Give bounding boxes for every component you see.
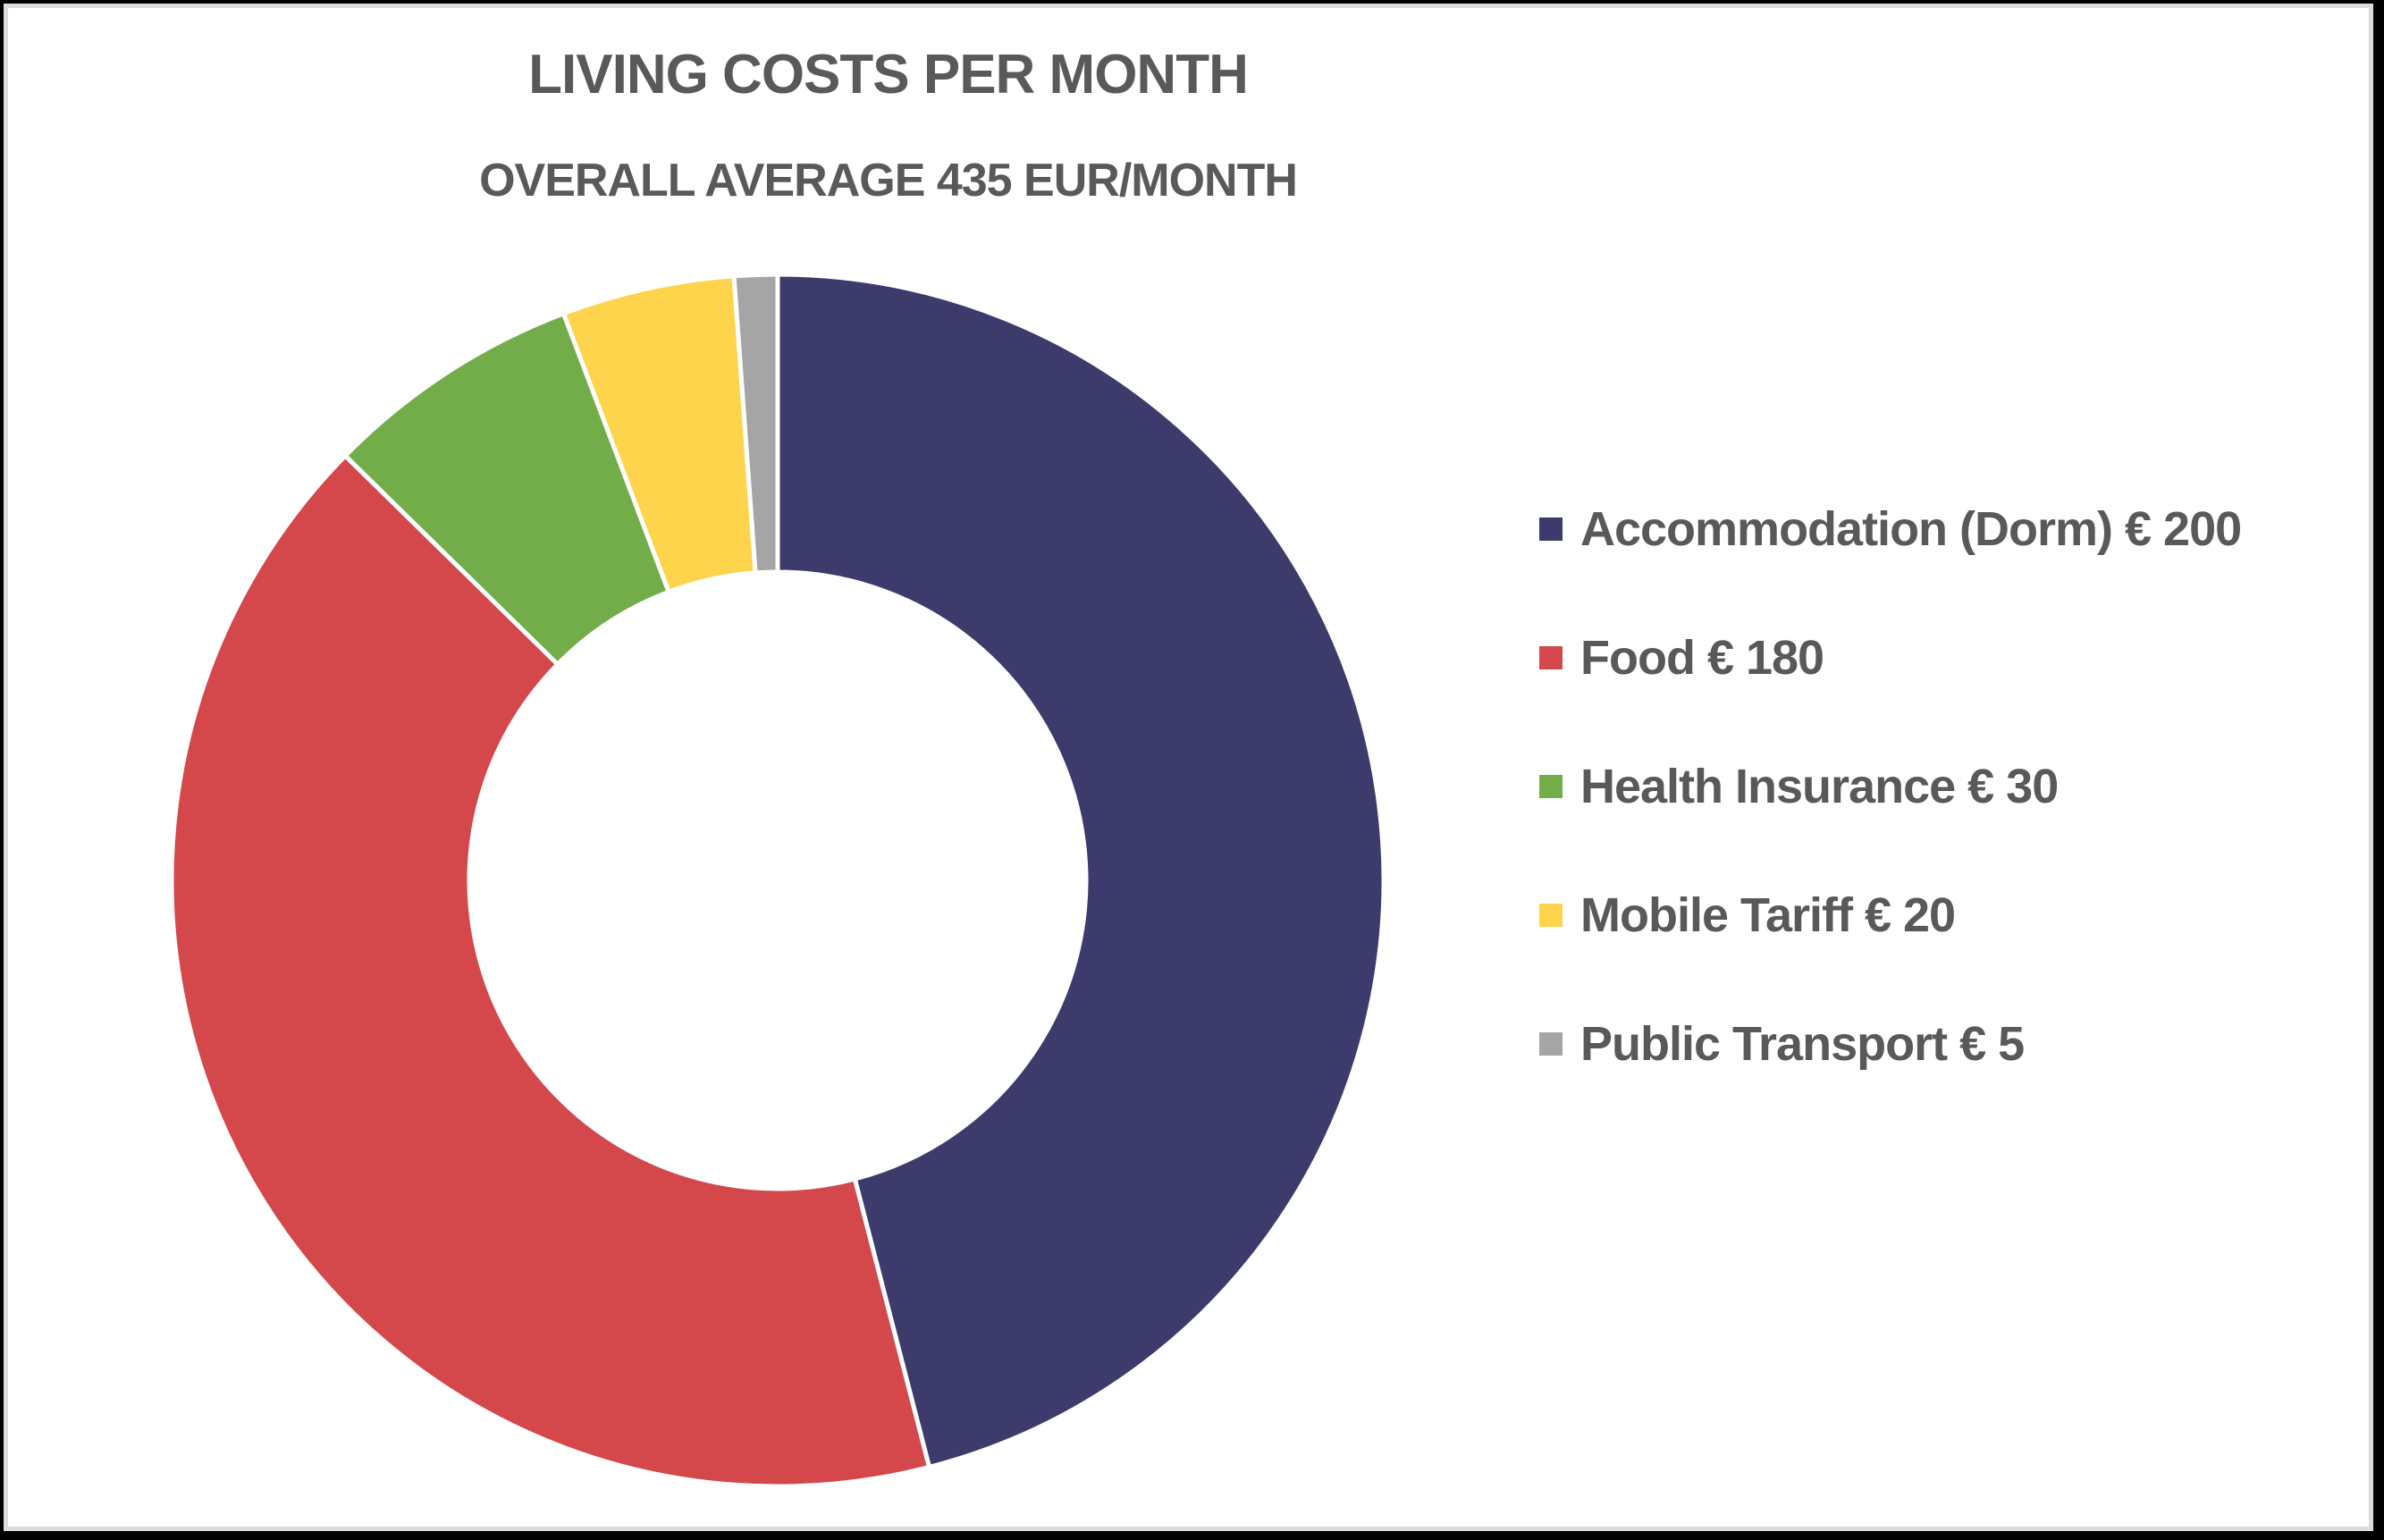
chart-title: LIVING COSTS PER MONTH [528, 44, 1249, 105]
legend-swatch [1539, 904, 1563, 927]
legend-item-food: Food € 180 [1539, 593, 2241, 722]
chart-subtitle: OVERALL AVERAGE 435 EUR/MONTH [479, 155, 1298, 206]
legend-swatch [1539, 1032, 1563, 1056]
legend-item-mobile-tariff: Mobile Tariff € 20 [1539, 851, 2241, 980]
legend-label: Food € 180 [1580, 631, 1824, 685]
legend-swatch [1539, 775, 1563, 798]
legend-item-public-transport: Public Transport € 5 [1539, 980, 2241, 1108]
donut-slice-accommodation-dorm [775, 272, 1386, 1470]
legend-item-accommodation: Accommodation (Dorm) € 200 [1539, 465, 2242, 593]
legend-swatch [1539, 646, 1563, 669]
legend-label: Health Insurance € 30 [1580, 760, 2059, 813]
legend-item-health-insurance: Health Insurance € 30 [1539, 722, 2241, 851]
legend-label: Mobile Tariff € 20 [1580, 888, 1956, 942]
donut-slice-public-transport [731, 272, 780, 576]
legend-label: Public Transport € 5 [1580, 1017, 2025, 1071]
chart-legend: Accommodation (Dorm) € 200 Food € 180 He… [1539, 465, 2242, 1108]
donut-slice-food [169, 452, 932, 1489]
legend-swatch [1539, 518, 1563, 541]
legend-label: Accommodation (Dorm) € 200 [1580, 502, 2242, 556]
